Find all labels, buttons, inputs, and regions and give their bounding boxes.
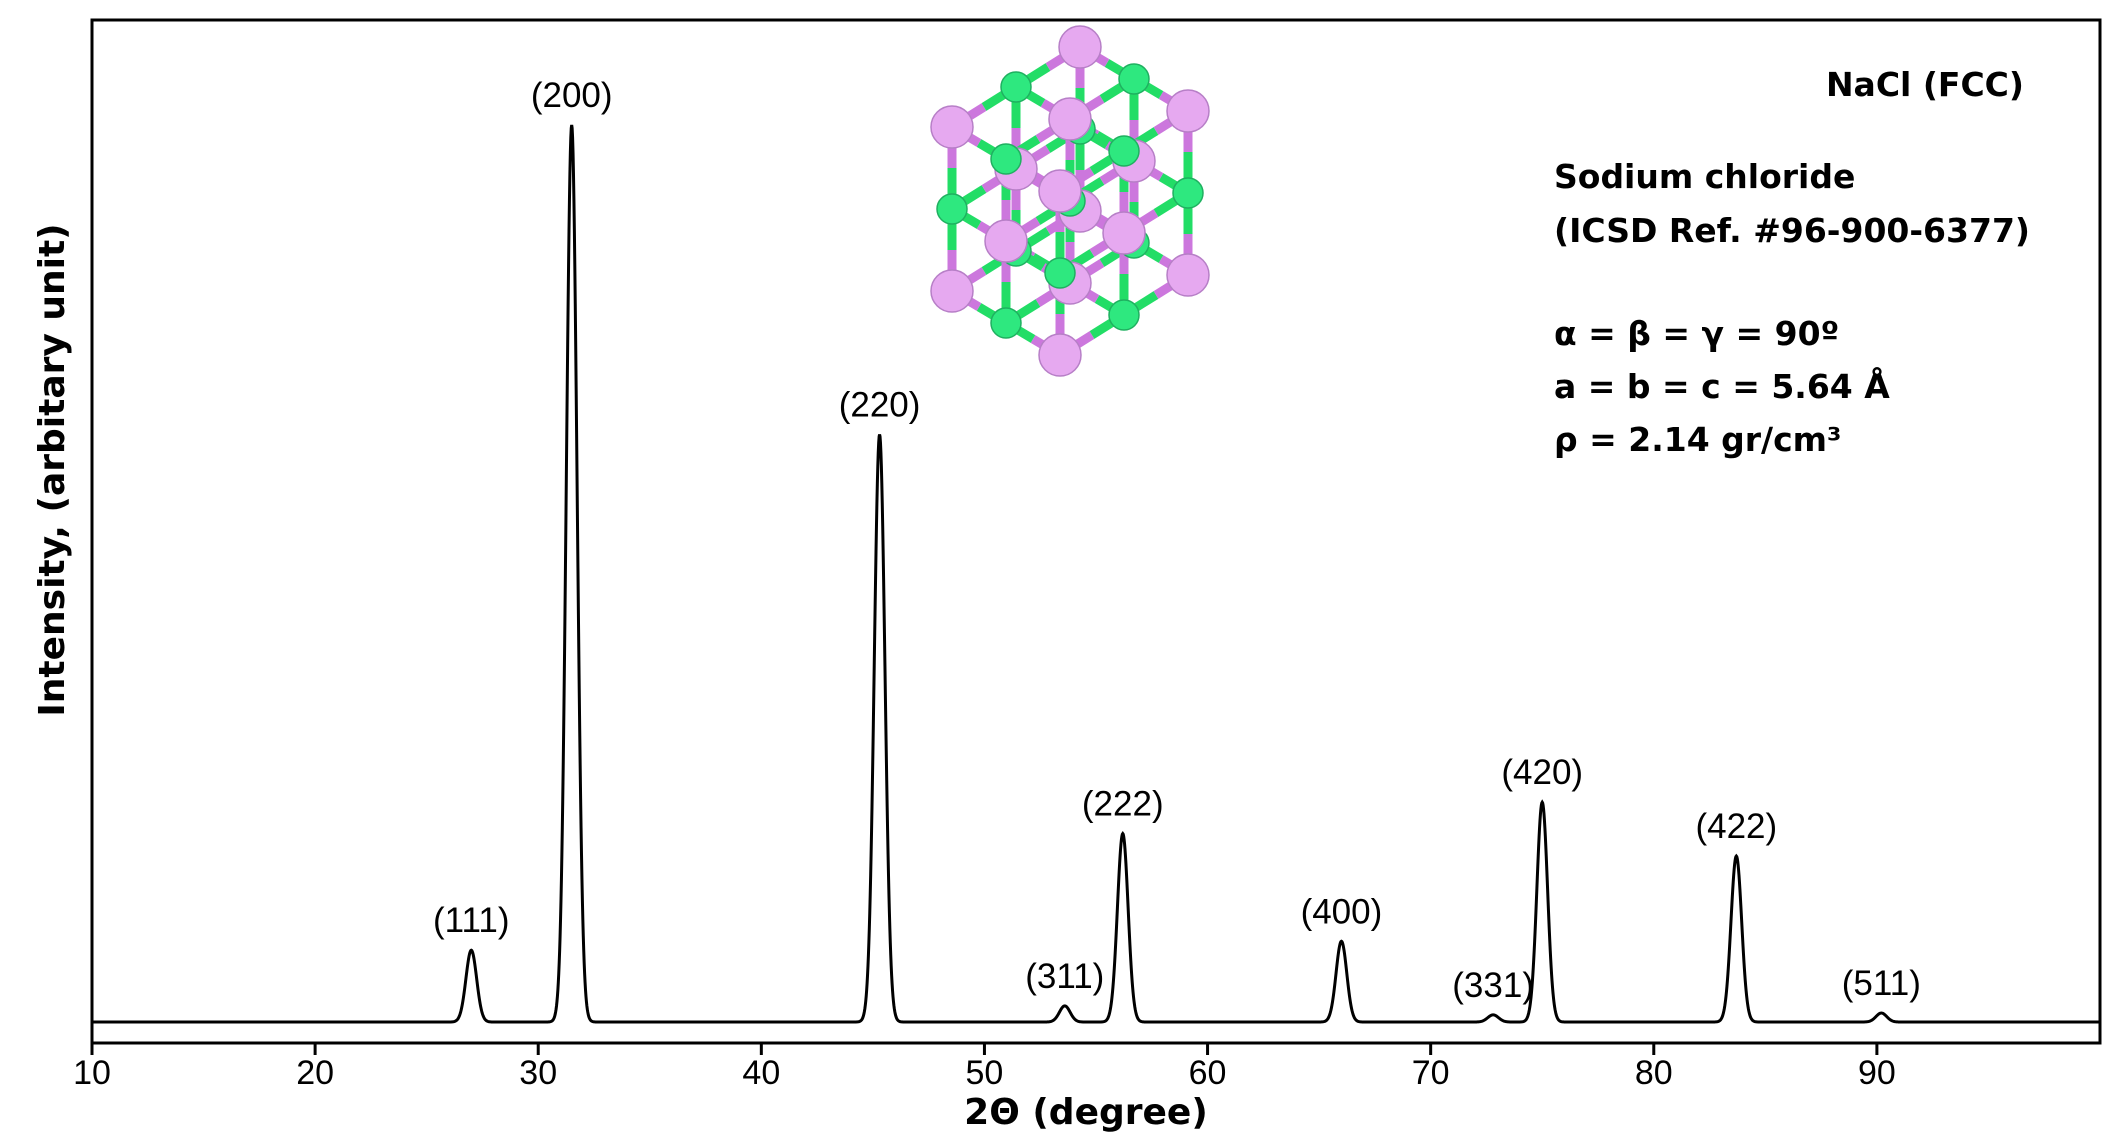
x-tick-label: 80 xyxy=(1635,1054,1673,1092)
compound-name: Sodium chloride xyxy=(1554,157,1855,196)
sodium-atom xyxy=(984,219,1028,263)
peak-label: (311) xyxy=(1025,957,1104,996)
sodium-atom xyxy=(1048,97,1092,141)
chlorine-atom xyxy=(990,143,1022,175)
density-value: ρ = 2.14 gr/cm³ xyxy=(1554,420,1842,459)
peak-labels: (111) (200) (220) (311) (222) (400) (331) (420)… xyxy=(433,76,1921,1005)
sodium-atom xyxy=(1038,169,1082,213)
crystal-structure-inset xyxy=(930,25,1210,377)
chlorine-atom xyxy=(1000,71,1032,103)
sodium-atom xyxy=(1038,333,1082,377)
lattice-constants: a = b = c = 5.64 Å xyxy=(1554,366,1890,406)
chlorine-atom xyxy=(1108,299,1140,331)
sodium-atom xyxy=(930,269,974,313)
peak-label: (220) xyxy=(839,385,921,424)
peak-label: (111) xyxy=(433,901,510,940)
sodium-atom xyxy=(930,105,974,149)
chlorine-atom xyxy=(1044,257,1076,289)
x-tick-label: 50 xyxy=(966,1054,1004,1092)
x-tick-label: 70 xyxy=(1412,1054,1450,1092)
plot-frame xyxy=(90,18,2102,1045)
peak-label: (222) xyxy=(1082,785,1164,824)
peak-label: (511) xyxy=(1842,964,1921,1003)
sodium-atom xyxy=(1058,25,1102,69)
chlorine-atom xyxy=(1118,63,1150,95)
chlorine-atom xyxy=(936,193,968,225)
x-tick-label: 40 xyxy=(742,1054,780,1092)
xrd-pattern-line xyxy=(92,124,2100,1024)
y-axis-title: Intensity, (arbitary unit) xyxy=(32,223,73,716)
x-axis-ticks: 10 20 30 40 50 60 70 80 90 xyxy=(73,1043,1896,1092)
peak-label: (420) xyxy=(1501,753,1583,792)
chlorine-atom xyxy=(990,307,1022,339)
lattice-angles: α = β = γ = 90º xyxy=(1554,314,1839,353)
peak-label: (422) xyxy=(1695,807,1777,846)
x-tick-label: 10 xyxy=(73,1054,111,1092)
x-tick-label: 90 xyxy=(1858,1054,1896,1092)
x-tick-label: 60 xyxy=(1189,1054,1227,1092)
sodium-atom xyxy=(1102,211,1146,255)
sodium-atom xyxy=(1166,253,1210,297)
x-tick-label: 30 xyxy=(519,1054,557,1092)
chlorine-atom xyxy=(1108,135,1140,167)
peak-label: (331) xyxy=(1452,966,1534,1005)
sodium-atom xyxy=(1166,89,1210,133)
peak-label: (200) xyxy=(531,76,613,115)
phase-label: NaCl (FCC) xyxy=(1826,65,2024,104)
icsd-reference: (ICSD Ref. #96-900-6377) xyxy=(1554,211,2030,250)
x-axis-title: 2Θ (degree) xyxy=(964,1092,1208,1133)
x-tick-label: 20 xyxy=(296,1054,334,1092)
peak-label: (400) xyxy=(1301,892,1383,931)
chlorine-atom xyxy=(1172,177,1204,209)
